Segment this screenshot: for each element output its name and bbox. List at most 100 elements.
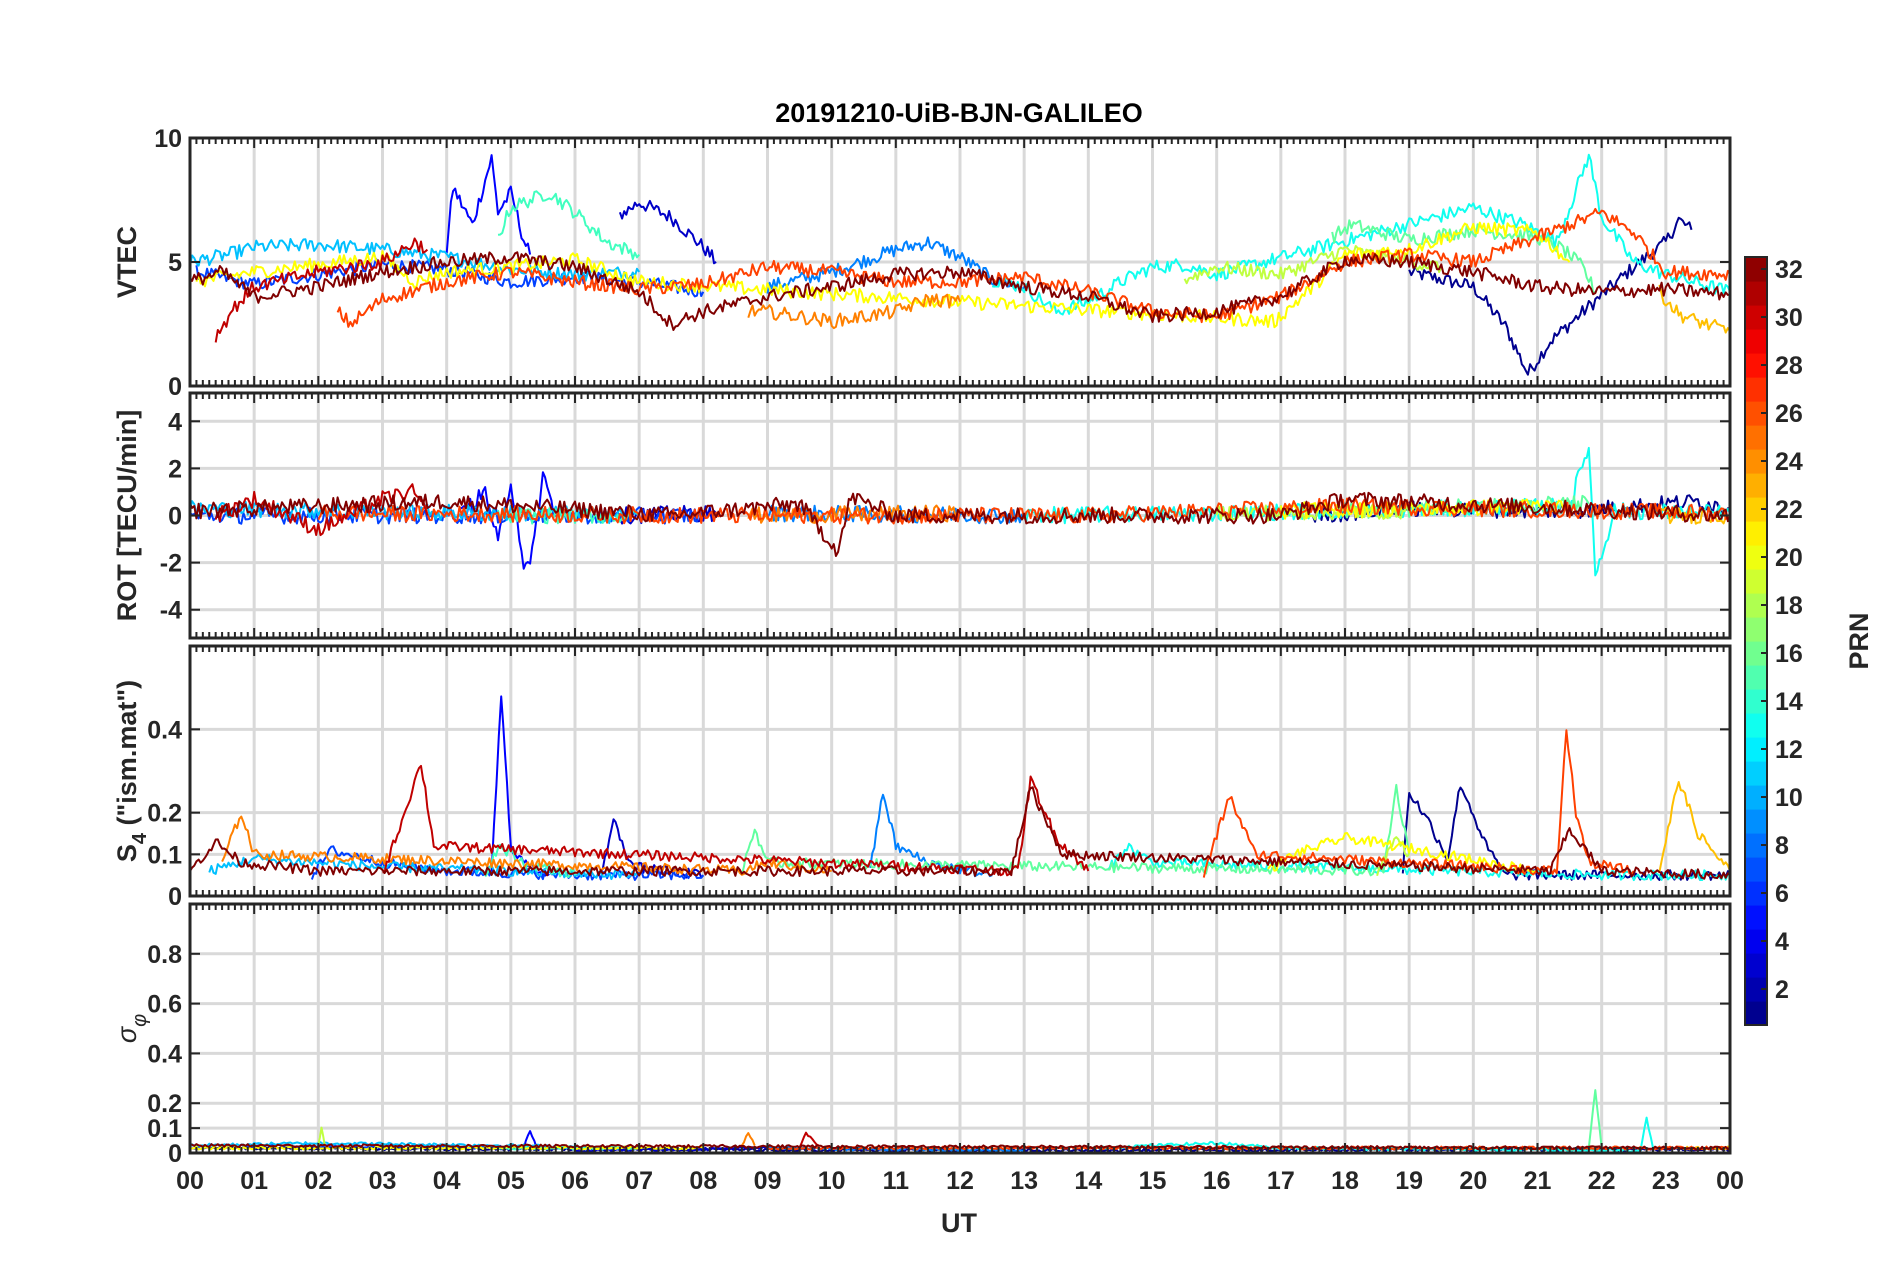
y-tick-label: 0.2 (147, 1090, 182, 1118)
colorbar-segment (1745, 329, 1767, 354)
y-tick-label: 0.8 (147, 941, 182, 969)
series-prn-22-s4 (1658, 781, 1730, 873)
x-tick-label: 02 (304, 1167, 332, 1195)
rot-y-axis-label: ROT [TECU/min] (112, 410, 142, 621)
colorbar-segment (1745, 425, 1767, 450)
y-label-rest: ("ism.mat") (112, 680, 142, 833)
x-tick-label: 11 (883, 1167, 910, 1195)
y-tick-label: 0.1 (147, 1115, 182, 1143)
colorbar-tick-label: 14 (1775, 688, 1803, 716)
colorbar-segment (1745, 569, 1767, 594)
series-prn-19-sigma (317, 1126, 326, 1146)
x-tick-label: 09 (754, 1167, 782, 1195)
y-tick-label: 0 (168, 1140, 182, 1168)
series-prn-20-s4 (1267, 832, 1538, 874)
series-prn-30-s4 (382, 764, 1090, 877)
panel-sigma: 00.10.2 0.4 0.6 0.8 σφ 00 01 02 03 04 05 06 07 08 09 10… (112, 902, 1744, 1195)
y-tick-label: 0.6 (147, 991, 182, 1019)
s4-y-axis-label: S4 ("ism.mat") (112, 680, 151, 862)
colorbar-segment (1745, 809, 1767, 834)
colorbar-tick-label: 12 (1775, 736, 1803, 764)
series-prn-4-sigma (522, 1130, 538, 1150)
y-tick-label: 10 (154, 125, 182, 153)
x-tick-label: 08 (689, 1167, 717, 1195)
colorbar-segment (1745, 929, 1767, 954)
colorbar-segment (1745, 617, 1767, 642)
colorbar-segment (1745, 689, 1767, 714)
y-label-subscript: 4 (129, 832, 151, 844)
y-label-main: S (112, 844, 142, 862)
y-label-main: σ (112, 1025, 142, 1043)
colorbar-segment (1745, 713, 1767, 738)
y-tick-label: -2 (160, 550, 182, 578)
series-prn-32-rot (190, 491, 1730, 557)
x-tick-label: 21 (1524, 1167, 1552, 1195)
x-tick-label: 01 (240, 1167, 268, 1195)
colorbar-segment (1745, 497, 1767, 522)
y-tick-label: 0.4 (147, 716, 182, 744)
colorbar-segment (1745, 905, 1767, 930)
x-axis-label: UT (941, 1208, 977, 1238)
colorbar-tick-label: 28 (1775, 352, 1803, 380)
colorbar-segment (1745, 449, 1767, 474)
colorbar-segment (1745, 881, 1767, 906)
colorbar-tick-label: 16 (1775, 640, 1803, 668)
x-tick-label: 19 (1395, 1167, 1423, 1195)
colorbar-segment (1745, 401, 1767, 426)
series-prn-20-vtec (195, 221, 1571, 329)
y-tick-label: -4 (160, 597, 182, 625)
rot-traces (190, 446, 1730, 577)
x-tick-label: 23 (1652, 1167, 1680, 1195)
series-prn-26-rot (317, 497, 1730, 525)
series-prn-26-s4 (1202, 729, 1635, 878)
colorbar-tick-label: 18 (1775, 592, 1803, 620)
series-prn-15-vtec (497, 190, 640, 260)
vtec-y-axis-label: VTEC (112, 226, 142, 298)
series-prn-11-vtec (190, 238, 641, 282)
x-tick-label: 07 (625, 1167, 653, 1195)
colorbar-segment (1745, 737, 1767, 762)
y-tick-label: 0 (168, 373, 182, 401)
series-prn-22-vtec (1658, 284, 1730, 334)
x-tick-label: 00 (176, 1167, 204, 1195)
colorbar-segment (1745, 281, 1767, 306)
y-tick-label: 0.4 (147, 1040, 182, 1068)
colorbar-segment (1745, 305, 1767, 330)
colorbar-tick-label: 4 (1775, 928, 1789, 956)
colorbar-segment (1745, 785, 1767, 810)
series-prn-13-vtec (991, 153, 1730, 316)
series-prn-30-vtec (214, 237, 429, 343)
colorbar-segment (1745, 641, 1767, 666)
chart-title: 20191210-UiB-BJN-GALILEO (775, 98, 1143, 128)
y-tick-label: 0 (168, 883, 182, 911)
colorbar-segment (1745, 1001, 1767, 1026)
colorbar-segment (1745, 665, 1767, 690)
series-prn-4-s4 (490, 695, 550, 877)
x-tick-label: 17 (1267, 1167, 1295, 1195)
colorbar-segment (1745, 353, 1767, 378)
colorbar-tick-label: 2 (1775, 976, 1789, 1004)
y-tick-label: 0 (168, 503, 182, 531)
series-prn-32-s4 (190, 786, 1730, 880)
x-tick-label: 14 (1074, 1167, 1102, 1195)
series-prn-16-rot (1344, 494, 1590, 519)
colorbar-tick-label: 26 (1775, 400, 1803, 428)
colorbar-segment (1745, 977, 1767, 1002)
x-tick-label: 00 (1716, 1167, 1744, 1195)
colorbar-tick-label: 22 (1775, 496, 1803, 524)
colorbar-tick-label: 32 (1775, 256, 1803, 284)
colorbar-tick-label: 6 (1775, 880, 1789, 908)
series-prn-26-vtec (336, 207, 1730, 328)
series-prn-16-sigma (1587, 1089, 1603, 1149)
colorbar-segment (1745, 377, 1767, 402)
colorbar-segment (1745, 857, 1767, 882)
x-tick-label: 13 (1010, 1167, 1038, 1195)
panel-vtec: 0 5 10 VTEC (112, 125, 1732, 401)
sigma-y-axis-label: σφ (112, 1014, 151, 1043)
panel-rot: -4 -2 0 2 4 ROT [TECU/min] (112, 391, 1732, 640)
series-prn-16-s4 (740, 783, 1411, 877)
x-tick-label: 20 (1459, 1167, 1487, 1195)
colorbar-tick-label: 8 (1775, 832, 1789, 860)
x-tick-label: 06 (561, 1167, 589, 1195)
